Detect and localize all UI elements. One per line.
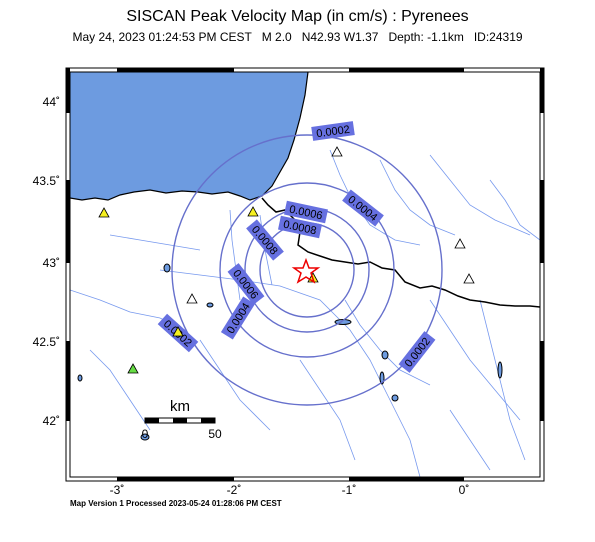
contour-label: 0.0002 [316,124,351,141]
sea-bay-of-biscay [70,72,308,200]
lat-tick: 42˚ [43,414,60,428]
lon-tick: -3˚ [110,483,125,497]
lon-tick: -2˚ [227,483,242,497]
contour-0.0002 [171,134,443,406]
event-id: ID:24319 [473,30,523,44]
lat-tick: 42.5˚ [33,335,60,349]
station-yellow-triangle [247,206,259,217]
station-yellow-triangle [98,207,110,218]
lon-tick: 0˚ [459,483,470,497]
lat-tick: 44˚ [43,95,60,109]
event-magnitude: M 2.0 [261,30,292,44]
event-depth: Depth: -1.1km [388,30,464,44]
station-white-triangle [463,273,475,284]
longitude-labels: -3˚ -2˚ -1˚ 0˚ [110,483,470,497]
scale-start: 0 [142,427,149,441]
contour-0.0004 [219,182,395,358]
frame-ticks [66,68,544,481]
station-yellow-triangle [172,326,184,337]
scale-end: 50 [208,427,222,441]
station-white-triangle [186,293,198,304]
scale-bar: km 0 50 [142,398,222,441]
map-title: SISCAN Peak Velocity Map (in cm/s) : Pyr… [126,8,469,25]
lat-tick: 43˚ [43,256,60,270]
lat-tick: 43.5˚ [33,174,60,188]
lon-tick: -1˚ [342,483,357,497]
station-green-triangle [127,363,139,374]
coastline [70,72,309,201]
epicenter-star [291,257,321,284]
station-white-triangle [331,146,343,157]
event-location: N42.93 W1.37 [301,30,379,44]
map-frame [65,67,545,482]
event-date: May 24, 2023 01:24:53 PM CEST [72,30,252,44]
scale-unit: km [170,398,190,415]
map-footer: Map Version 1 Processed 2023-05-24 01:28… [70,499,282,508]
station-white-triangle [454,238,466,249]
latitude-labels: 44˚ 43.5˚ 43˚ 42.5˚ 42˚ [33,95,60,428]
event-subtitle: May 24, 2023 01:24:53 PM CEST M 2.0 N42.… [0,30,595,44]
